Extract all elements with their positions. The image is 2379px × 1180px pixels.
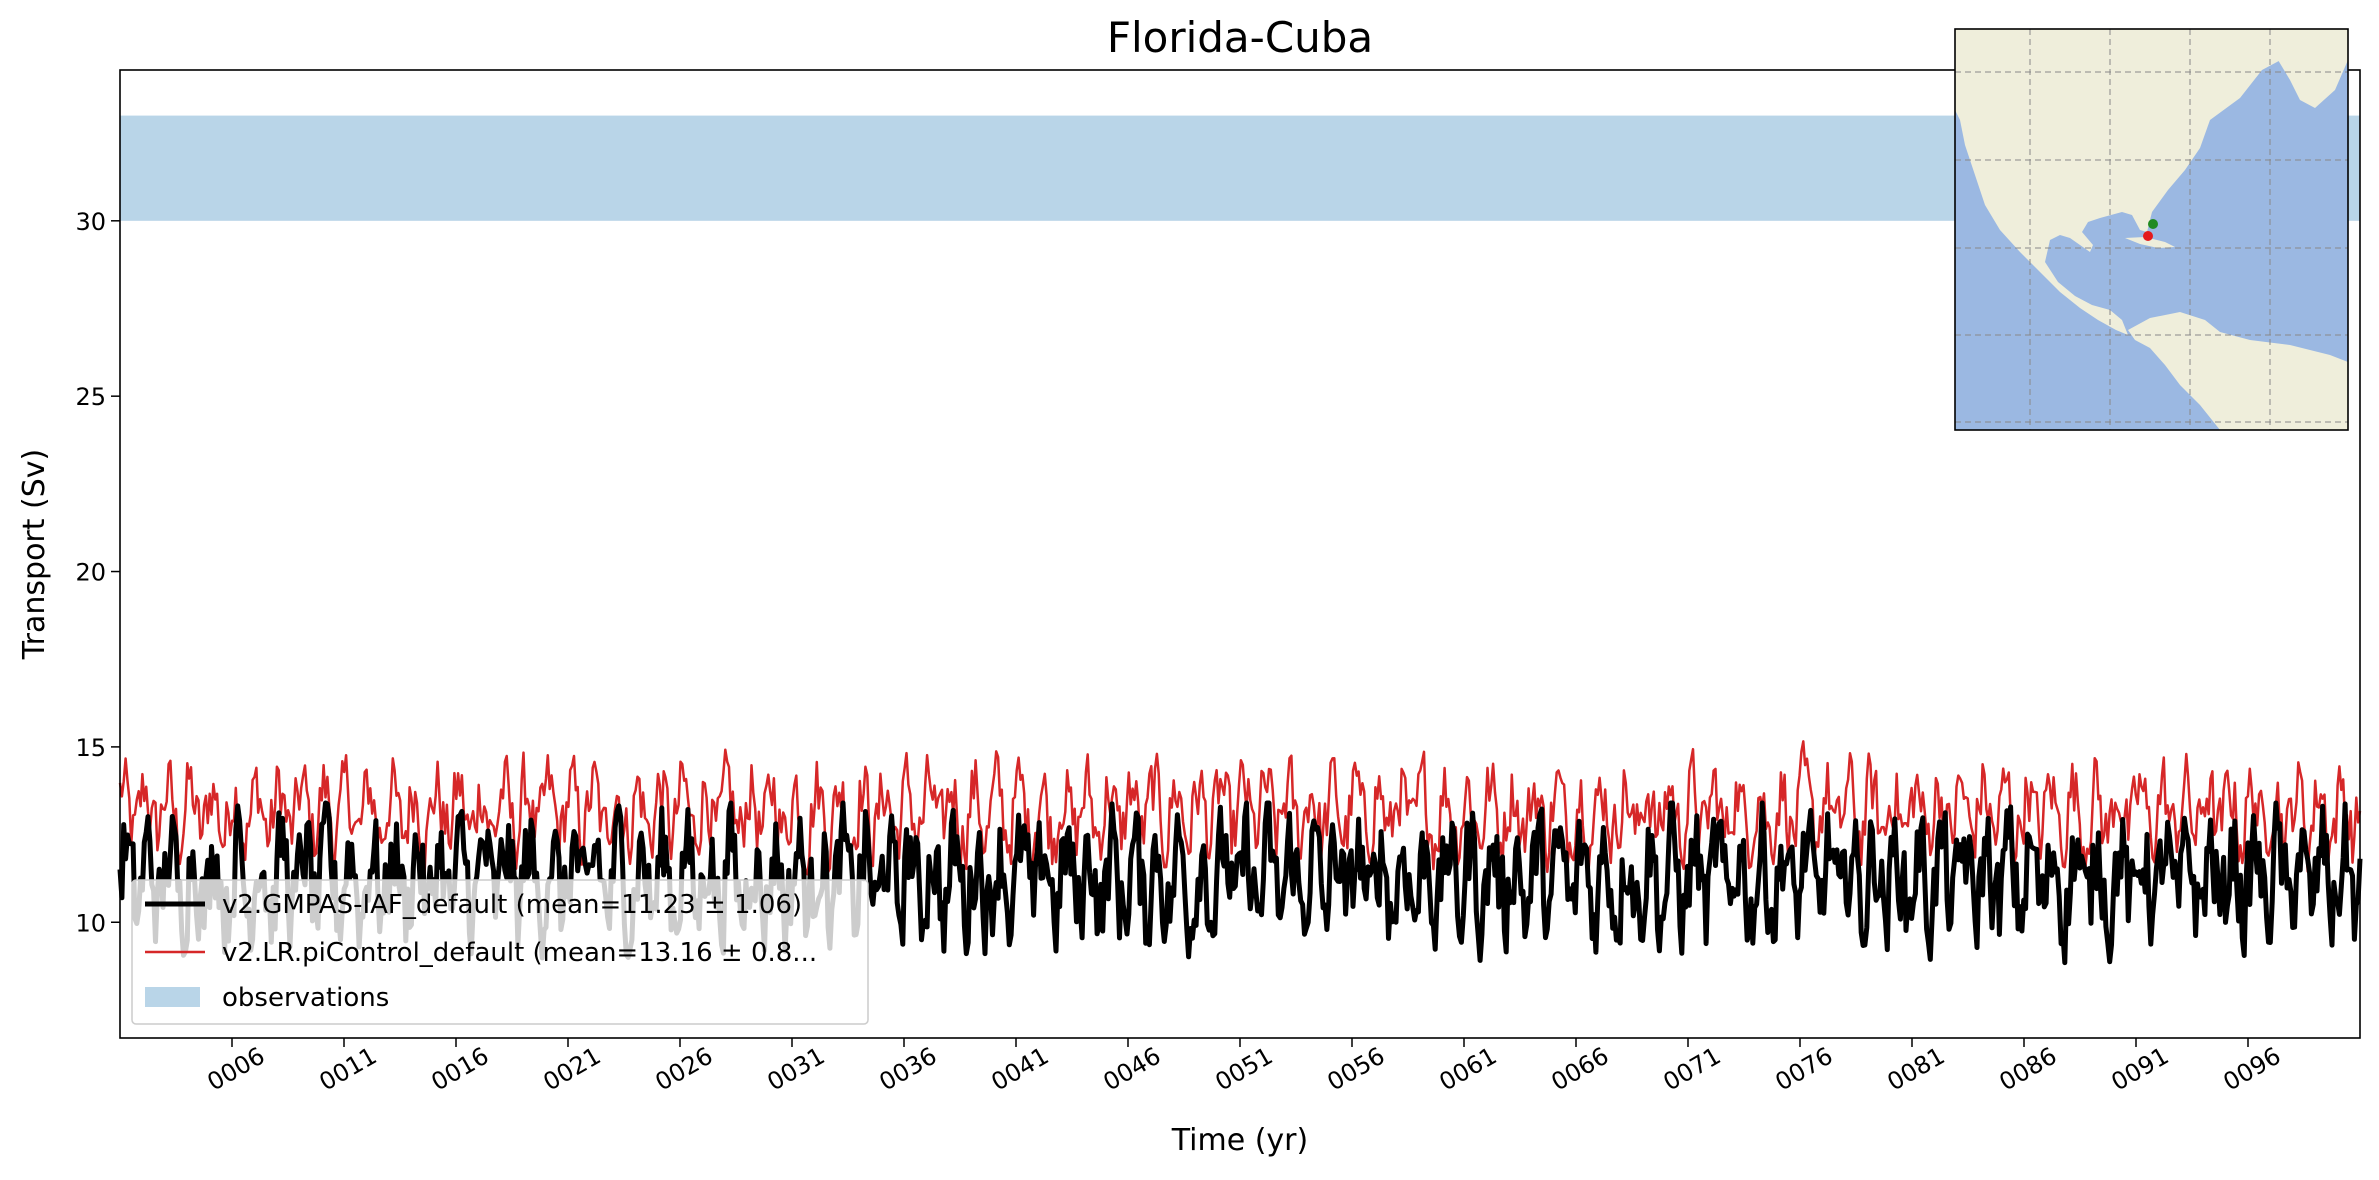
series-line-0	[117, 800, 2363, 966]
legend: v2.GMPAS-IAF_default (mean=11.23 ± 1.06)…	[131, 879, 869, 1025]
x-tick-label: 0006	[203, 1042, 270, 1097]
x-tick-label: 0051	[1211, 1042, 1278, 1097]
x-tick-label: 0016	[427, 1042, 494, 1097]
legend-label-series-0: v2.GMPAS-IAF_default (mean=11.23 ± 1.06)	[222, 890, 802, 920]
x-tick-label: 0081	[1883, 1042, 1950, 1097]
y-tick-label: 30	[75, 208, 106, 236]
x-tick-label: 0096	[2219, 1042, 2286, 1097]
series-layer	[117, 740, 2363, 966]
x-tick-label: 0061	[1435, 1042, 1502, 1097]
inset-frame	[1954, 28, 2349, 431]
legend-label-series-1: v2.LR.piControl_default (mean=13.16 ± 0.…	[222, 938, 817, 968]
x-tick-label: 0091	[2107, 1042, 2174, 1097]
x-tick-label: 0056	[1323, 1042, 1390, 1097]
inset-land-south-america	[2128, 312, 2348, 430]
x-axis-label: Time (yr)	[1171, 1123, 1308, 1158]
x-tick-label: 0031	[763, 1042, 830, 1097]
inset-marker-south	[2143, 231, 2153, 241]
chart-title: Florida-Cuba	[1107, 13, 1373, 62]
x-tick-label: 0086	[1995, 1042, 2062, 1097]
x-tick-label: 0026	[651, 1042, 718, 1097]
x-tick-label: 0041	[987, 1042, 1054, 1097]
y-axis: 10 15 20 25 30	[75, 208, 120, 937]
inset-land-cuba	[2125, 237, 2175, 248]
x-axis: 0006 0011 0016 0021 0026 0031 0036 0041 0046 0051…	[203, 1038, 2286, 1097]
inset-land-greenland	[2255, 29, 2348, 108]
legend-swatch-observations	[145, 987, 200, 1007]
inset-land-north-america	[1955, 29, 2300, 335]
y-tick-label: 20	[75, 559, 106, 587]
y-axis-label: Transport (Sv)	[17, 449, 52, 661]
x-tick-label: 0076	[1771, 1042, 1838, 1097]
x-tick-label: 0046	[1099, 1042, 1166, 1097]
legend-frame	[131, 879, 869, 1025]
legend-label-observations: observations	[222, 983, 389, 1013]
x-tick-label: 0021	[539, 1042, 606, 1097]
y-tick-label: 25	[75, 383, 106, 411]
series-line-1	[118, 740, 2362, 876]
inset-gridlines	[1955, 29, 2348, 430]
y-tick-label: 10	[75, 909, 106, 937]
x-tick-label: 0036	[875, 1042, 942, 1097]
inset-marker-north	[2148, 219, 2158, 229]
x-tick-label: 0066	[1547, 1042, 1614, 1097]
x-tick-label: 0071	[1659, 1042, 1726, 1097]
inset-map	[1954, 28, 2349, 431]
x-tick-label: 0011	[315, 1042, 382, 1097]
y-tick-label: 15	[75, 734, 106, 762]
